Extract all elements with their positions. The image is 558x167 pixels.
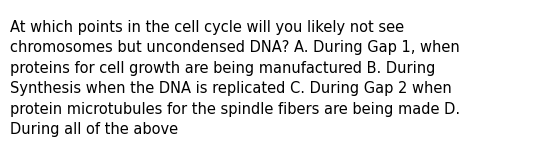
Text: At which points in the cell cycle will you likely not see
chromosomes but uncond: At which points in the cell cycle will y…: [10, 20, 460, 137]
